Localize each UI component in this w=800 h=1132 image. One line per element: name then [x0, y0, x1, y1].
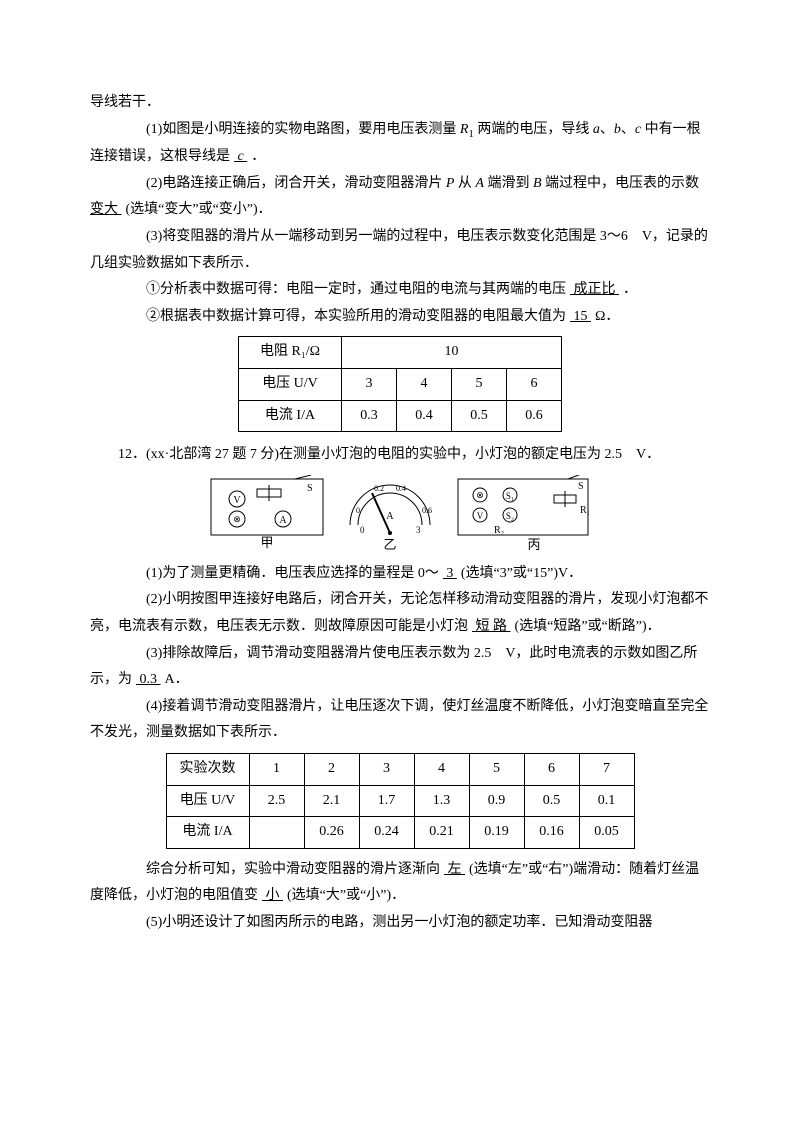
table-row: 电压 U/V 2.52.11.7 1.30.90.5 0.1: [166, 785, 634, 817]
svg-text:A: A: [279, 515, 287, 526]
svg-text:S: S: [578, 481, 584, 492]
q12-2-line: (2)小明按图甲连接好电路后，闭合开关，无论怎样移动滑动变阻器的滑片，发现小灯泡…: [90, 587, 710, 640]
q12-4-line: (4)接着调节滑动变阻器滑片，让电压逐次下调，使灯丝温度不断降低，小灯泡变暗直至…: [90, 694, 710, 747]
intro-line: 导线若干．: [90, 90, 710, 117]
svg-text:甲: 甲: [260, 535, 273, 550]
svg-text:丙: 丙: [527, 537, 540, 552]
meter-yi-icon: 0 0.2 0.4 0.6 0 3 A 乙: [330, 475, 450, 553]
svg-text:S: S: [307, 483, 313, 494]
svg-text:0: 0: [356, 506, 360, 515]
svg-text:R₁: R₁: [580, 505, 590, 516]
summary-ans1: 左: [440, 862, 469, 877]
q3s1-answer: 成正比: [566, 282, 623, 297]
q12-5-line: (5)小明还设计了如图丙所示的电路，测出另一小灯泡的额定功率．已知滑动变阻器: [90, 910, 710, 937]
table-row: 电流 I/A 0.30.4 0.50.6: [239, 400, 562, 432]
q12-1-line: (1)为了测量更精确．电压表应选择的量程是 0～ 3 (选填“3”或“15”)V…: [90, 561, 710, 588]
svg-text:S₁: S₁: [505, 491, 513, 501]
q1-answer: c: [230, 149, 251, 164]
q12-3-answer: 0.3: [132, 672, 165, 687]
q12-3-line: (3)排除故障后，调节滑动变阻器滑片使电压表示数为 2.5 V，此时电流表的示数…: [90, 641, 710, 694]
table-row: 电压 U/V 34 56: [239, 369, 562, 401]
svg-text:S₂: S₂: [505, 511, 513, 521]
table-row: 实验次数 123 456 7: [166, 753, 634, 785]
summary-ans2: 小: [258, 888, 287, 903]
svg-text:⊗: ⊗: [233, 514, 241, 524]
circuit-diagrams: V ⊗ A S 甲 0 0.2 0.4 0.6 0 3 A 乙 ⊗ V S₁ S…: [90, 475, 710, 553]
svg-text:⊗: ⊗: [476, 490, 484, 500]
q12-line: 12．(xx·北部湾 27 题 7 分)在测量小灯泡的电阻的实验中，小灯泡的额定…: [90, 442, 710, 469]
q3-line: (3)将变阻器的滑片从一端移动到另一端的过程中，电压表示数变化范围是 3～6 V…: [90, 224, 710, 277]
svg-text:乙: 乙: [383, 537, 396, 552]
circuit-jia-icon: V ⊗ A S 甲: [207, 475, 327, 553]
q3s2-line: ②根据表中数据计算可得，本实验所用的滑动变阻器的电阻最大值为 15 Ω．: [90, 304, 710, 331]
table2: 实验次数 123 456 7 电压 U/V 2.52.11.7 1.30.90.…: [166, 753, 635, 849]
q12-2-answer: 短 路: [468, 619, 515, 634]
svg-text:V: V: [476, 511, 483, 521]
table1: 电阻 R₁/Ω 10 电压 U/V 34 56 电流 I/A 0.30.4 0.…: [238, 336, 562, 432]
svg-text:0.4: 0.4: [396, 484, 406, 493]
svg-text:V: V: [233, 495, 241, 506]
svg-text:0.2: 0.2: [374, 484, 384, 493]
table-row: 电流 I/A 0.260.24 0.210.190.16 0.05: [166, 817, 634, 849]
svg-text:3: 3: [416, 525, 421, 535]
summary-line: 综合分析可知，实验中滑动变阻器的滑片逐渐向 左 (选填“左”或“右”)端滑动：随…: [90, 857, 710, 910]
q2-line: (2)电路连接正确后，闭合开关，滑动变阻器滑片 P 从 A 端滑到 B 端过程中…: [90, 171, 710, 224]
table-row: 电阻 R₁/Ω 10: [239, 337, 562, 369]
q1-line: (1)如图是小明连接的实物电路图，要用电压表测量 R1 两端的电压，导线 a、b…: [90, 117, 710, 171]
svg-text:R₂: R₂: [494, 525, 504, 536]
svg-text:0: 0: [360, 525, 365, 535]
svg-text:A: A: [386, 511, 394, 522]
svg-text:0.6: 0.6: [422, 506, 432, 515]
circuit-bing-icon: ⊗ V S₁ S₂ R₁ R₂ S 丙: [454, 475, 594, 553]
q3s1-line: ①分析表中数据可得：电阻一定时，通过电阻的电流与其两端的电压 成正比 ．: [90, 277, 710, 304]
q12-1-answer: 3: [439, 566, 461, 581]
q3s2-answer: 15: [566, 309, 595, 324]
